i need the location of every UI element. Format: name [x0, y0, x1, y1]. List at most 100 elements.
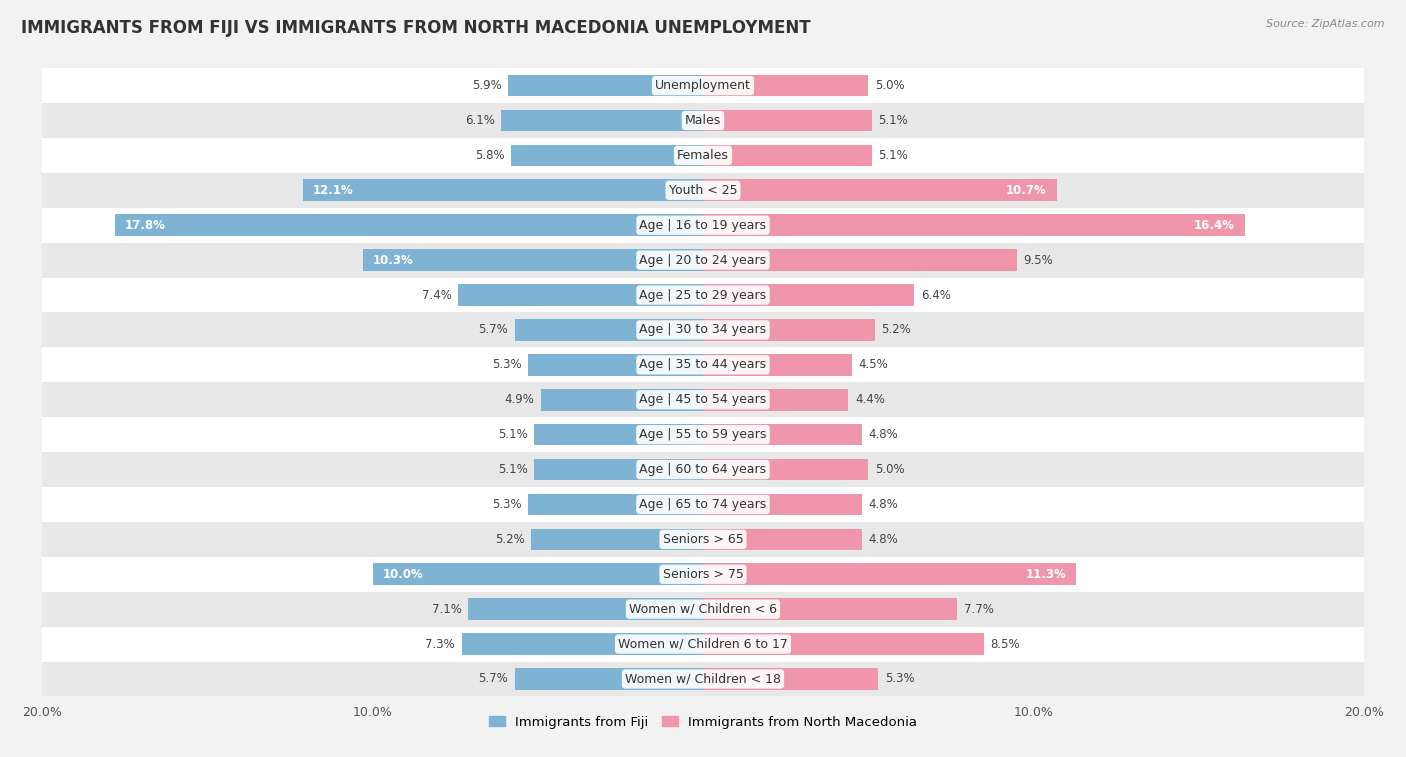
Bar [42, 173, 1364, 207]
Bar [363, 249, 703, 271]
Bar [42, 522, 1364, 557]
Bar [42, 627, 1364, 662]
Bar [703, 249, 1017, 271]
Bar [703, 668, 879, 690]
Text: 5.0%: 5.0% [875, 463, 904, 476]
Text: 5.1%: 5.1% [498, 428, 527, 441]
Bar [42, 662, 1364, 696]
Bar [703, 110, 872, 131]
Bar [703, 179, 1056, 201]
Bar [703, 494, 862, 516]
Bar [42, 207, 1364, 243]
Text: 7.7%: 7.7% [965, 603, 994, 615]
Bar [703, 214, 1244, 236]
Text: 10.3%: 10.3% [373, 254, 413, 266]
Bar [703, 598, 957, 620]
Text: Age | 25 to 29 years: Age | 25 to 29 years [640, 288, 766, 301]
Text: Age | 16 to 19 years: Age | 16 to 19 years [640, 219, 766, 232]
Text: Women w/ Children < 6: Women w/ Children < 6 [628, 603, 778, 615]
Bar [703, 319, 875, 341]
Bar [527, 354, 703, 375]
Bar [42, 347, 1364, 382]
Text: 5.9%: 5.9% [471, 79, 502, 92]
Text: 5.1%: 5.1% [498, 463, 527, 476]
Text: 5.1%: 5.1% [879, 114, 908, 127]
Text: 5.2%: 5.2% [882, 323, 911, 336]
Text: 10.0%: 10.0% [382, 568, 423, 581]
Text: 8.5%: 8.5% [990, 637, 1021, 650]
Bar [703, 459, 868, 481]
Text: 5.7%: 5.7% [478, 672, 508, 686]
Text: 7.4%: 7.4% [422, 288, 451, 301]
Bar [515, 668, 703, 690]
Bar [42, 278, 1364, 313]
Text: 5.3%: 5.3% [884, 672, 914, 686]
Bar [461, 634, 703, 655]
Bar [42, 68, 1364, 103]
Text: 7.3%: 7.3% [426, 637, 456, 650]
Text: Women w/ Children < 18: Women w/ Children < 18 [626, 672, 780, 686]
Bar [703, 284, 914, 306]
Bar [703, 145, 872, 167]
Bar [42, 382, 1364, 417]
Text: 10.7%: 10.7% [1005, 184, 1046, 197]
Text: Age | 20 to 24 years: Age | 20 to 24 years [640, 254, 766, 266]
Text: 5.2%: 5.2% [495, 533, 524, 546]
Bar [703, 424, 862, 445]
Text: 4.9%: 4.9% [505, 393, 534, 407]
Bar [515, 319, 703, 341]
Bar [42, 592, 1364, 627]
Text: 4.5%: 4.5% [858, 358, 889, 372]
Text: 5.1%: 5.1% [879, 149, 908, 162]
Bar [541, 389, 703, 410]
Bar [534, 424, 703, 445]
Text: Youth < 25: Youth < 25 [669, 184, 737, 197]
Bar [527, 494, 703, 516]
Text: Age | 30 to 34 years: Age | 30 to 34 years [640, 323, 766, 336]
Text: Seniors > 75: Seniors > 75 [662, 568, 744, 581]
Bar [42, 417, 1364, 452]
Text: Age | 35 to 44 years: Age | 35 to 44 years [640, 358, 766, 372]
Text: 4.8%: 4.8% [868, 498, 898, 511]
Text: 6.4%: 6.4% [921, 288, 950, 301]
Text: 5.3%: 5.3% [492, 358, 522, 372]
Text: 4.8%: 4.8% [868, 428, 898, 441]
Bar [458, 284, 703, 306]
Bar [42, 138, 1364, 173]
Bar [512, 145, 703, 167]
Text: Source: ZipAtlas.com: Source: ZipAtlas.com [1267, 19, 1385, 29]
Text: Unemployment: Unemployment [655, 79, 751, 92]
Text: 16.4%: 16.4% [1194, 219, 1234, 232]
Bar [703, 389, 848, 410]
Bar [373, 563, 703, 585]
Text: 4.4%: 4.4% [855, 393, 884, 407]
Legend: Immigrants from Fiji, Immigrants from North Macedonia: Immigrants from Fiji, Immigrants from No… [484, 710, 922, 734]
Bar [703, 563, 1077, 585]
Text: 17.8%: 17.8% [125, 219, 166, 232]
Bar [115, 214, 703, 236]
Text: 4.8%: 4.8% [868, 533, 898, 546]
Bar [703, 75, 868, 96]
Bar [42, 243, 1364, 278]
Text: 5.3%: 5.3% [492, 498, 522, 511]
Bar [531, 528, 703, 550]
Text: 6.1%: 6.1% [465, 114, 495, 127]
Bar [304, 179, 703, 201]
Text: 12.1%: 12.1% [314, 184, 354, 197]
Text: Age | 65 to 74 years: Age | 65 to 74 years [640, 498, 766, 511]
Bar [42, 313, 1364, 347]
Text: 11.3%: 11.3% [1026, 568, 1066, 581]
Text: Age | 55 to 59 years: Age | 55 to 59 years [640, 428, 766, 441]
Bar [703, 528, 862, 550]
Text: 5.8%: 5.8% [475, 149, 505, 162]
Bar [468, 598, 703, 620]
Bar [502, 110, 703, 131]
Text: 7.1%: 7.1% [432, 603, 461, 615]
Bar [534, 459, 703, 481]
Text: Females: Females [678, 149, 728, 162]
Text: Males: Males [685, 114, 721, 127]
Text: Age | 45 to 54 years: Age | 45 to 54 years [640, 393, 766, 407]
Text: Women w/ Children 6 to 17: Women w/ Children 6 to 17 [619, 637, 787, 650]
Text: Age | 60 to 64 years: Age | 60 to 64 years [640, 463, 766, 476]
Text: 5.7%: 5.7% [478, 323, 508, 336]
